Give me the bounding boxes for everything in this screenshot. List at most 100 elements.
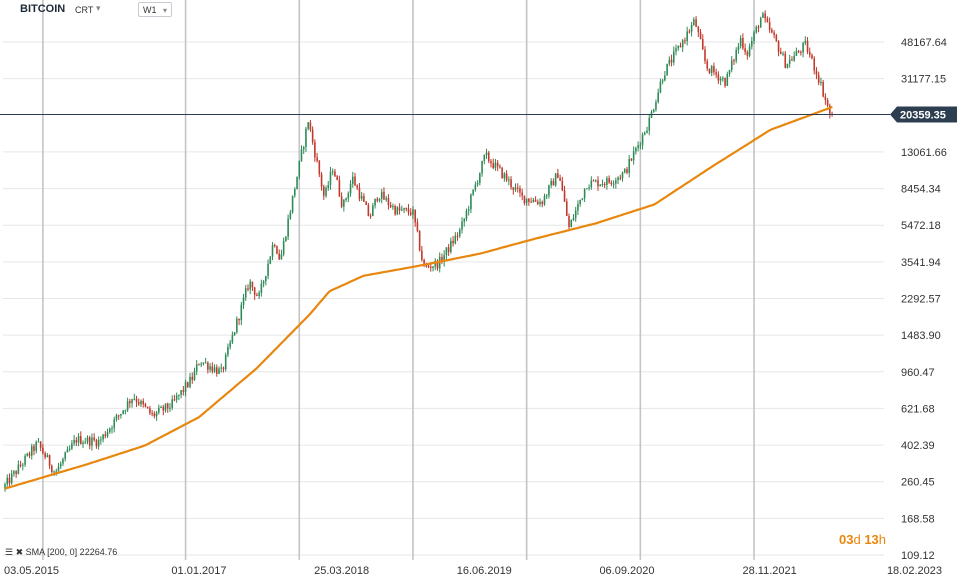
candle bbox=[550, 178, 552, 189]
candle-body bbox=[316, 157, 318, 161]
candle bbox=[104, 431, 107, 439]
candle-body bbox=[405, 208, 408, 210]
candle bbox=[86, 435, 89, 445]
candle bbox=[688, 29, 691, 34]
candle bbox=[470, 193, 472, 214]
candle-body bbox=[443, 255, 445, 262]
candle bbox=[519, 185, 521, 198]
candle bbox=[162, 404, 165, 416]
candle-body bbox=[53, 471, 55, 473]
candle-body bbox=[802, 43, 804, 53]
candle bbox=[615, 177, 617, 189]
candle bbox=[318, 160, 321, 178]
candle-body bbox=[218, 368, 220, 374]
candle-body bbox=[771, 29, 773, 33]
candle-body bbox=[164, 403, 167, 411]
candle-body bbox=[278, 253, 281, 260]
x-tick-label: 01.01.2017 bbox=[171, 565, 226, 577]
x-tick-label: 06.09.2020 bbox=[599, 565, 654, 577]
candle-body bbox=[338, 179, 341, 197]
timeframe-selector[interactable]: W1 ▾ bbox=[138, 2, 172, 17]
candle-body bbox=[334, 171, 336, 177]
candle bbox=[487, 150, 490, 164]
candle-body bbox=[349, 183, 352, 194]
candle-body bbox=[739, 37, 742, 47]
candle bbox=[824, 93, 827, 105]
candle bbox=[501, 167, 503, 179]
candle bbox=[508, 176, 510, 186]
candle-body bbox=[583, 189, 586, 199]
candle bbox=[456, 232, 459, 241]
candle bbox=[463, 217, 466, 227]
candle-body bbox=[191, 376, 194, 380]
candle-body bbox=[666, 63, 668, 76]
candle-body bbox=[719, 78, 722, 81]
candle bbox=[345, 197, 347, 203]
candle-body bbox=[574, 210, 577, 219]
candle-body bbox=[126, 401, 129, 411]
candle-body bbox=[646, 130, 648, 133]
candle-body bbox=[690, 24, 693, 32]
candle-body bbox=[572, 218, 575, 221]
candle-body bbox=[779, 52, 782, 55]
candle bbox=[499, 164, 501, 169]
candle-body bbox=[204, 362, 207, 364]
candle-body bbox=[385, 198, 388, 200]
chart-type-selector[interactable]: CRT bbox=[75, 5, 94, 15]
candle bbox=[175, 392, 178, 403]
candle bbox=[218, 366, 220, 375]
candle bbox=[298, 160, 301, 180]
candle-body bbox=[82, 442, 84, 445]
candle bbox=[149, 405, 151, 416]
candle-body bbox=[59, 463, 62, 467]
candle bbox=[300, 145, 303, 162]
candle bbox=[657, 88, 659, 104]
candle bbox=[771, 27, 773, 34]
candle-body bbox=[182, 390, 185, 392]
candle bbox=[768, 17, 771, 33]
candle-body bbox=[244, 288, 247, 298]
candle bbox=[421, 245, 423, 262]
candle-body bbox=[106, 432, 109, 437]
candle-body bbox=[762, 13, 764, 18]
candle-body bbox=[71, 443, 73, 449]
candle-body bbox=[10, 473, 13, 484]
candle bbox=[280, 249, 283, 260]
candle bbox=[39, 441, 42, 452]
candle-body bbox=[392, 206, 394, 208]
candle bbox=[140, 399, 142, 408]
candle bbox=[35, 440, 38, 454]
candle bbox=[126, 397, 129, 412]
candle bbox=[697, 25, 700, 37]
candle-body bbox=[113, 419, 116, 429]
candle-body bbox=[496, 162, 499, 167]
candle-body bbox=[137, 402, 140, 405]
candle bbox=[530, 197, 532, 203]
candle-body bbox=[612, 183, 615, 185]
candle bbox=[646, 126, 648, 134]
candle bbox=[260, 279, 263, 297]
indicator-legend[interactable]: ☰ ✖ SMA [200, 0] 22264.76 bbox=[5, 547, 117, 558]
candle-body bbox=[441, 256, 443, 262]
candle-body bbox=[64, 452, 66, 459]
candle-body bbox=[162, 406, 165, 411]
candle bbox=[282, 237, 285, 257]
indicator-settings-icon[interactable]: ☰ bbox=[5, 547, 14, 557]
candle bbox=[349, 180, 352, 197]
candle bbox=[813, 56, 816, 75]
close-icon[interactable]: ✖ bbox=[15, 547, 24, 557]
candle-body bbox=[289, 212, 292, 219]
candle-body bbox=[726, 74, 729, 86]
candle-body bbox=[318, 160, 321, 175]
candle-body bbox=[247, 288, 249, 290]
candle bbox=[354, 172, 356, 187]
chevron-down-icon[interactable]: ▾ bbox=[96, 3, 101, 13]
candle-body bbox=[249, 281, 252, 290]
candle-body bbox=[140, 400, 142, 405]
candle bbox=[309, 119, 312, 132]
candle bbox=[418, 230, 421, 252]
candle bbox=[414, 209, 416, 227]
candle bbox=[773, 30, 775, 39]
